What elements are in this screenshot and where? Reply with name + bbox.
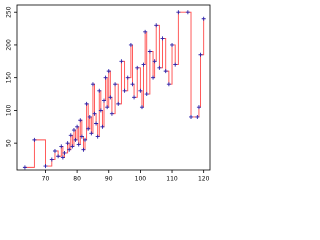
point [151, 75, 156, 80]
point [65, 141, 70, 146]
point [86, 126, 91, 131]
point [176, 10, 181, 15]
point [94, 121, 99, 126]
point [98, 108, 103, 113]
point [195, 114, 200, 119]
point [122, 88, 127, 93]
y-tick-label: 50 [6, 139, 13, 147]
point [102, 98, 107, 103]
point [71, 128, 76, 133]
point [75, 124, 80, 129]
point [76, 142, 81, 147]
point [78, 118, 83, 123]
x-tick-label: 90 [105, 176, 113, 183]
point [173, 62, 178, 67]
point [113, 82, 118, 87]
point [60, 155, 65, 160]
step-line [24, 11, 205, 168]
point [106, 69, 111, 74]
point [73, 137, 78, 142]
point [70, 144, 75, 149]
point [67, 147, 72, 152]
point [62, 150, 67, 155]
point [22, 165, 27, 170]
point [92, 111, 97, 116]
point [43, 164, 48, 169]
point [152, 59, 157, 64]
point [81, 147, 86, 152]
point [105, 105, 110, 110]
point [52, 149, 57, 154]
point [59, 144, 64, 149]
point [157, 65, 162, 70]
x-tick-label: 70 [42, 176, 50, 183]
point [109, 111, 114, 116]
point [196, 105, 201, 110]
point [90, 82, 95, 87]
point [83, 137, 88, 142]
point [49, 157, 54, 162]
point [97, 88, 102, 93]
point [170, 42, 175, 47]
point [201, 16, 206, 21]
point [198, 52, 203, 57]
chart: 70 80 90 100 110 120 50 100 150 200 250 [6, 4, 211, 183]
point [166, 82, 171, 87]
point [132, 95, 137, 100]
x-tick-label: 110 [166, 176, 178, 183]
point [108, 95, 113, 100]
point [119, 59, 124, 64]
point [103, 75, 108, 80]
point [84, 101, 89, 106]
point [139, 105, 144, 110]
point [185, 10, 190, 15]
point [87, 114, 92, 119]
point [32, 137, 37, 142]
point [128, 42, 133, 47]
point [138, 88, 143, 93]
point [147, 49, 152, 54]
x-tick-label: 80 [73, 176, 81, 183]
point [143, 29, 148, 34]
point [68, 133, 73, 138]
point [56, 154, 61, 159]
plot-frame [16, 4, 211, 171]
point [100, 124, 105, 129]
point [189, 114, 194, 119]
point [163, 69, 168, 74]
point [130, 82, 135, 87]
point [154, 23, 159, 28]
y-tick-label: 150 [6, 72, 13, 84]
point [125, 75, 130, 80]
point [79, 134, 84, 139]
point [144, 92, 149, 97]
point [135, 65, 140, 70]
y-tick-label: 100 [6, 105, 13, 117]
x-tick-label: 120 [198, 176, 210, 183]
point [89, 131, 94, 136]
point [116, 101, 121, 106]
y-tick-label: 250 [6, 6, 13, 18]
x-tick-label: 100 [135, 176, 147, 183]
point [160, 36, 165, 41]
point [95, 134, 100, 139]
point [141, 62, 146, 67]
y-tick-label: 200 [6, 39, 13, 51]
